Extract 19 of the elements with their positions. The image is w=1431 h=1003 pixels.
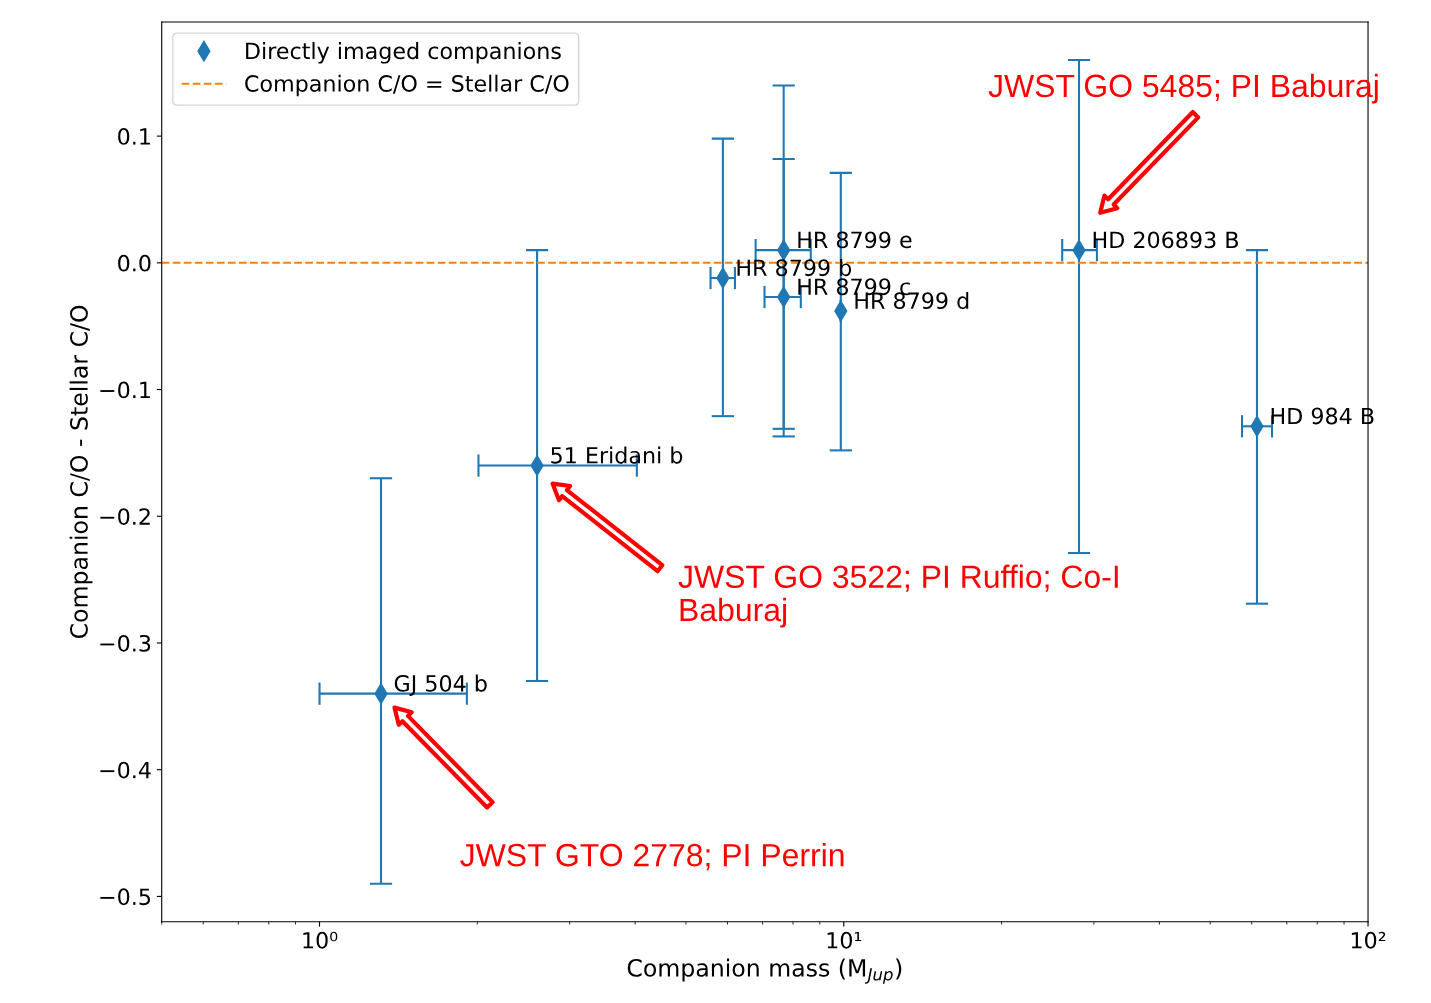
x-axis-title: Companion mass (M$_{Jup}$) <box>627 958 902 984</box>
annotation: JWST GTO 2778; PI Perrin <box>460 842 844 871</box>
y-tick-label: −0.5 <box>100 888 151 906</box>
y-axis-title: Companion C/O - Stellar C/O <box>69 305 93 639</box>
annotation: 51 Eridani b <box>551 446 683 464</box>
y-tick-label: −0.4 <box>100 761 151 779</box>
y-tick-label: −0.1 <box>100 381 150 399</box>
annotation: GJ 504 b <box>394 674 487 696</box>
y-tick-label: 0.0 <box>118 254 151 272</box>
annotation: JWST GO 3522; PI Ruffio; Co-I Baburaj <box>678 564 1118 628</box>
legend-label: Directly imaged companions <box>246 42 561 64</box>
y-tick-label: −0.2 <box>100 508 150 526</box>
x-tick-label: 10² <box>1351 931 1386 949</box>
annotation: HD 206893 B <box>1093 231 1238 249</box>
y-tick-label: −0.3 <box>100 634 151 652</box>
legend-label: Companion C/O = Stellar C/O <box>245 74 569 97</box>
x-tick-label: 10¹ <box>827 931 862 949</box>
x-tick-label: 10⁰ <box>303 931 338 949</box>
y-tick-label: 0.1 <box>118 128 150 145</box>
